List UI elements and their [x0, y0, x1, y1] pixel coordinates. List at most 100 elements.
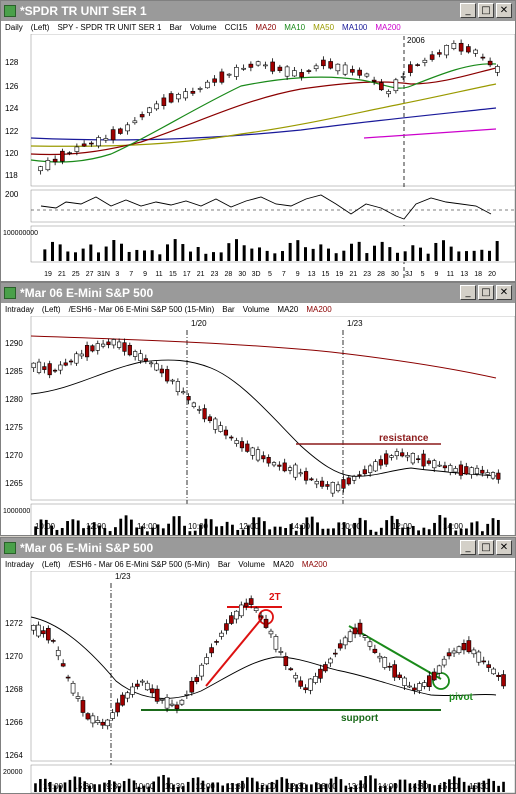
volume-bar	[390, 515, 394, 535]
axis-tick-label: 10:00	[134, 782, 155, 791]
price-bar	[161, 97, 167, 106]
price-bar	[352, 627, 358, 635]
price-bar	[204, 657, 209, 665]
minimize-button[interactable]: _	[460, 3, 476, 18]
pivot-label: pivot	[449, 692, 474, 703]
volume-bar	[280, 777, 284, 792]
price-bar	[63, 362, 68, 366]
axis-tick-label: 18	[474, 271, 482, 278]
volume-bar	[215, 526, 218, 535]
price-bar	[197, 409, 202, 411]
price-bar	[147, 107, 152, 114]
volume-label: Volume	[189, 23, 217, 32]
volume-bar	[81, 248, 85, 261]
price-bar	[130, 686, 135, 695]
price-tick: 1264	[5, 751, 23, 760]
price-bar	[277, 464, 282, 467]
maximize-button[interactable]: □	[478, 540, 494, 555]
price-bar	[268, 630, 274, 635]
volume-bar	[465, 528, 468, 535]
close-button[interactable]: ✕	[496, 3, 512, 18]
price-bar	[364, 73, 370, 77]
price-bar	[442, 465, 448, 469]
price-bar	[397, 674, 402, 679]
volume-bar	[395, 519, 399, 535]
volume-bar	[221, 785, 224, 792]
price-bar	[65, 676, 71, 679]
axis-tick-label: 9	[435, 271, 439, 278]
minimize-button[interactable]: _	[460, 540, 476, 555]
volume-bar	[129, 519, 133, 535]
volume-bar	[294, 530, 298, 535]
price-bar	[328, 658, 333, 664]
volume-bar	[117, 786, 121, 792]
price-bar	[100, 721, 106, 726]
price-bar	[47, 363, 52, 376]
volume-bar	[482, 780, 486, 792]
ma10-label: MA10	[284, 23, 306, 32]
volume-bar	[300, 525, 303, 535]
volume-bar	[112, 240, 116, 261]
maximize-button[interactable]: □	[478, 285, 494, 300]
period-label: Intraday	[5, 560, 34, 569]
volume-bar	[196, 777, 200, 792]
ma20-label: MA20	[272, 560, 294, 569]
volume-bar	[311, 248, 315, 261]
price-bar	[175, 381, 180, 393]
volume-bar	[151, 527, 155, 535]
volume-bar	[142, 785, 146, 792]
axis-tick-label: 14:00	[443, 522, 464, 531]
volume-bar	[449, 523, 452, 535]
price-bar	[36, 624, 41, 637]
volume-bar	[374, 531, 378, 535]
price-bar	[74, 353, 79, 364]
volume-bar	[288, 242, 292, 261]
window-titlebar[interactable]: *Mar 06 E-Mini S&P 500 _ □ ✕	[1, 283, 515, 303]
price-bar	[169, 703, 175, 706]
axis-tick-label: 10:00	[35, 522, 56, 531]
close-button[interactable]: ✕	[496, 540, 512, 555]
maximize-button[interactable]: □	[478, 3, 494, 18]
price-bar	[238, 604, 244, 617]
price-bar	[368, 465, 373, 473]
price-bar	[52, 369, 58, 372]
volume-bar	[304, 247, 307, 261]
price-bar	[271, 462, 277, 466]
axis-tick-label: 19	[44, 271, 52, 278]
volume-bar	[199, 524, 202, 535]
volume-bar	[196, 246, 200, 261]
volume-bar	[268, 529, 272, 535]
volume-bar	[326, 528, 330, 535]
price-bar	[357, 622, 363, 635]
uptrend-line	[205, 616, 264, 687]
volume-bar	[50, 525, 54, 535]
volume-bar	[172, 784, 175, 792]
volume-bar	[491, 518, 495, 535]
minimize-button[interactable]: _	[460, 285, 476, 300]
volume-bar	[73, 776, 77, 792]
volume-bar	[290, 783, 293, 792]
price-bar	[408, 64, 413, 73]
volume-bar	[423, 780, 427, 792]
volume-bar	[150, 250, 154, 261]
axis-tick-label: 12:00	[239, 522, 260, 531]
volume-bar	[89, 244, 93, 261]
volume-bar	[349, 786, 353, 792]
esh6-5min-window: *Mar 06 E-Mini S&P 500 _ □ ✕ Intraday (L…	[0, 537, 516, 794]
window-titlebar[interactable]: *SPDR TR UNIT SER 1 _ □ ✕	[1, 1, 515, 21]
price-axis: 128 126 124 122 120 118	[5, 58, 19, 180]
date-marker-label: 1/23	[347, 319, 363, 328]
volume-bar	[396, 252, 399, 261]
close-button[interactable]: ✕	[496, 285, 512, 300]
volume-bar	[273, 253, 277, 261]
price-bar	[350, 69, 355, 73]
volume-bar	[226, 783, 229, 792]
window-titlebar[interactable]: *Mar 06 E-Mini S&P 500 _ □ ✕	[1, 538, 515, 558]
price-tick: 122	[5, 127, 19, 136]
volume-bar	[324, 783, 328, 792]
volume-bar	[211, 782, 215, 792]
axis-tick-label: 23	[363, 271, 371, 278]
volume-bar	[252, 517, 256, 535]
price-bar	[451, 43, 457, 49]
axis-tick-label: 20	[488, 271, 496, 278]
